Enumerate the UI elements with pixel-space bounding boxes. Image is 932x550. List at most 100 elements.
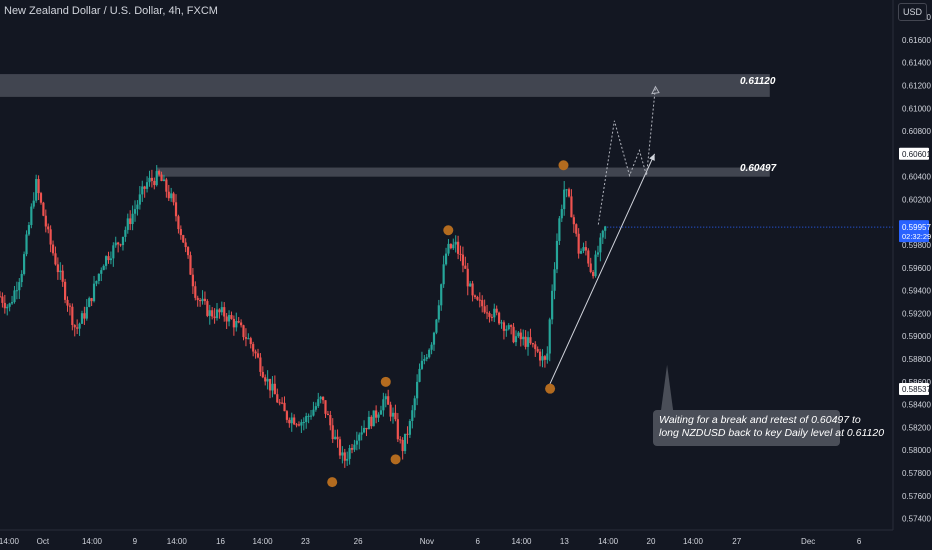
callout-pointer [661,364,674,410]
candle-body [174,202,178,217]
pivot-marker [558,160,569,171]
candle-body [423,358,426,361]
x-tick-label: 9 [133,537,138,546]
candle-body [145,182,149,189]
candle-body [206,301,209,316]
candle-body [560,209,563,219]
candle-body [76,327,79,329]
candle-body [109,258,113,261]
candle-body [121,236,125,246]
symbol-title: New Zealand Dollar / U.S. Dollar, 4h, FX… [4,5,218,17]
candle-body [1,296,4,303]
x-tick-label: 20 [647,537,656,546]
candle-body [220,307,223,313]
candle-body [92,283,96,302]
candle-body [196,297,199,301]
candle-body [459,253,462,255]
x-tick-label: 14:00 [598,537,619,546]
candle-body [570,196,573,218]
candle-body [555,240,559,270]
candle-body [59,270,62,273]
candle-body [601,230,604,238]
x-tick-label: 26 [354,537,363,546]
candle-body [199,300,202,302]
x-tick-label: 16 [216,537,225,546]
candle-body [596,252,600,255]
candle-body [548,319,551,354]
candle-body [454,241,457,245]
candle-body [526,337,530,347]
candle-body [367,416,370,430]
candle-body [553,269,556,291]
candle-body [35,179,38,201]
candle-body [73,325,76,328]
trendline [547,153,656,388]
callout-line-2: long NZDUSD back to key Daily level at 0… [659,427,885,439]
candle-body [485,312,489,314]
candle-body [95,281,98,284]
x-tick-label: 14:00 [253,537,274,546]
candle-body [235,321,238,328]
candle-body [268,378,272,391]
candle-body [594,254,597,277]
candle-body [375,410,378,418]
candle-body [478,299,481,301]
projection-path [597,86,656,225]
candle-body [271,383,274,391]
candle-body [51,244,55,254]
candle-body [3,302,6,309]
candle-body [536,349,539,352]
candle-body [223,307,226,317]
y-tick-label: 0.61200 [902,81,931,90]
candle-body [497,312,501,324]
candle-body [162,179,166,182]
candle-body [160,174,163,182]
candle-body [538,351,542,361]
candle-body [129,218,132,225]
candle-body [295,424,298,426]
candle-body [172,193,175,203]
candle-body [495,308,498,313]
candle-body [534,344,537,350]
candle-body [136,204,139,210]
candle-body [399,439,402,441]
callout-line-1: Waiting for a break and retest of 0.6049… [659,414,861,426]
candle-body [186,247,190,256]
candle-body [0,296,2,298]
candle-body [365,427,368,430]
candle-body [413,398,416,411]
candle-body [502,322,506,331]
candle-body [449,243,452,249]
candle-body [189,255,192,275]
y-tick-label: 0.61400 [902,59,931,68]
candle-body [519,332,522,340]
candle-body [211,310,214,317]
candle-body [348,448,351,459]
y-tick-label: 0.59200 [902,309,931,318]
y-tick-label: 0.57800 [902,469,931,478]
candle-body [589,263,592,272]
x-tick-label: 14:00 [0,537,19,546]
candle-body [507,325,510,330]
currency-button[interactable]: USD [898,3,927,21]
candle-body [104,256,108,266]
candle-body [112,245,115,259]
candle-body [297,424,301,426]
candle-body [370,416,373,427]
zone-daily-resistance [0,74,770,97]
x-tick-label: 14:00 [82,537,103,546]
candle-body [285,411,289,420]
candle-body [396,419,399,440]
x-tick-label: 14:00 [683,537,704,546]
y-tick-label: 0.59600 [902,264,931,273]
candle-body [242,325,245,338]
candle-body [131,213,134,225]
candle-body [213,316,216,319]
candle-body [32,200,35,207]
candle-body [334,436,337,440]
candle-body [107,256,110,261]
candle-body [440,284,443,306]
price-badge [899,147,929,160]
